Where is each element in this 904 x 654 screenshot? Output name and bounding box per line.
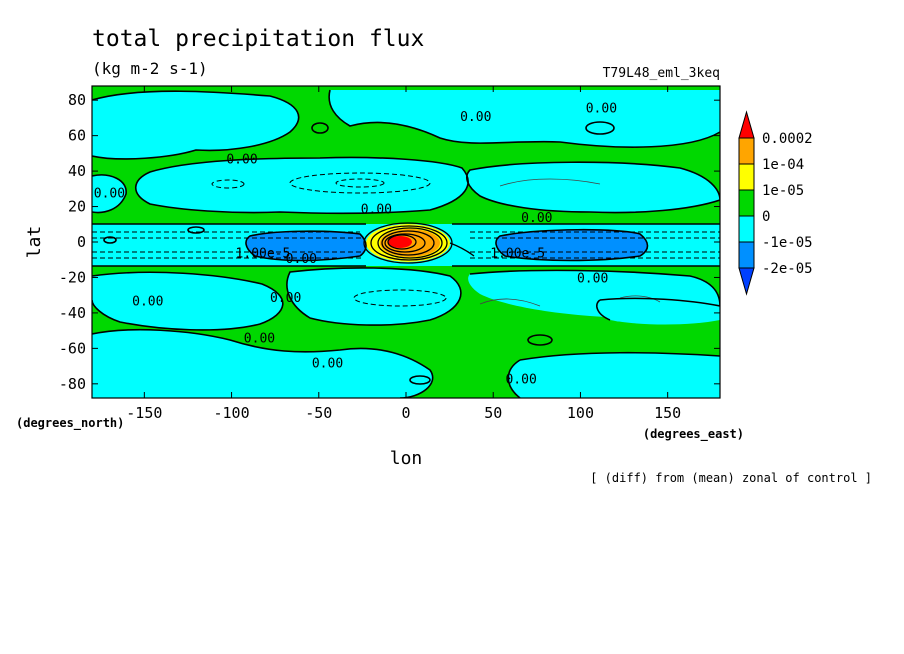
- contour-label: 0.00: [505, 373, 536, 388]
- positive-region-0.0002: [388, 236, 412, 248]
- positive-contours: [363, 222, 475, 264]
- chart-units: (kg m-2 s-1): [92, 59, 208, 78]
- negative-region: [92, 91, 299, 159]
- negative-contours: [92, 172, 720, 307]
- contour-label: 0.00: [286, 252, 317, 267]
- x-tick-label: 0: [401, 404, 410, 422]
- thin-contours: [479, 178, 661, 307]
- contour-label: 0.00: [312, 357, 343, 372]
- contour-label: 0.00: [244, 332, 275, 347]
- y-axis-label: lat: [24, 226, 45, 259]
- y-axis-units: (degrees_north): [16, 416, 124, 431]
- y-tick-label: 80: [68, 91, 86, 109]
- y-tick-label: 40: [68, 162, 86, 180]
- footnote: [ (diff) from (mean) zonal of control ]: [590, 471, 872, 485]
- legend-label: 0.0002: [762, 131, 813, 147]
- negative-region: [329, 90, 720, 148]
- legend-swatch: [738, 189, 755, 217]
- x-tick-label: -100: [213, 404, 249, 422]
- contour-labels: 0.000.000.000.000.000.001.00e-50.00 1.00e…: [94, 101, 617, 412]
- legend-swatch: [738, 215, 755, 243]
- legend-swatch: [738, 267, 755, 296]
- legend-swatch: [738, 163, 755, 191]
- negative-region: [286, 267, 461, 326]
- contour-label: 1.00e-5: [490, 247, 545, 262]
- legend-label: 1e-05: [762, 183, 804, 199]
- x-tick-label: -150: [126, 404, 162, 422]
- legend-label: 0: [762, 209, 770, 225]
- contour-label: 0.00: [94, 186, 125, 201]
- negative-region: [92, 174, 127, 213]
- strong-negative-region: [245, 231, 366, 261]
- run-label: T79L48_eml_3keq: [603, 66, 720, 81]
- legend-label: 1e-04: [762, 157, 804, 173]
- x-axis-units: (degrees_east): [643, 427, 744, 442]
- contour-label: 0.00: [521, 211, 552, 226]
- x-tick-label: 150: [654, 404, 681, 422]
- y-tick-label: 0: [77, 233, 86, 251]
- chart-title: total precipitation flux: [92, 26, 424, 52]
- x-tick-label: 100: [567, 404, 594, 422]
- negative-region: [135, 157, 469, 214]
- contour-label: 0.00: [277, 397, 308, 412]
- contour-label: 0.00: [270, 291, 301, 306]
- x-tick-label: 50: [484, 404, 502, 422]
- y-tick-label: -20: [59, 268, 86, 286]
- zero-contours: [92, 89, 720, 398]
- y-tick-label: -40: [59, 304, 86, 322]
- y-axis: 80 60 40 20 0 -20 -40 -60 -80: [59, 91, 720, 393]
- y-tick-label: 20: [68, 198, 86, 216]
- contour-label: 0.00: [460, 110, 491, 125]
- legend-swatch: [738, 110, 755, 139]
- contour-label: 0.00: [577, 271, 608, 286]
- y-tick-label: -80: [59, 375, 86, 393]
- negative-region: [92, 329, 433, 398]
- contour-label: 0.00: [132, 295, 163, 310]
- contour-label: 0.00: [226, 153, 257, 168]
- negative-region: [92, 272, 283, 330]
- negative-region: [508, 352, 720, 398]
- strong-negative-region: [495, 229, 648, 261]
- contour-label: 1.00e-5: [236, 247, 291, 262]
- negative-region: [466, 162, 720, 213]
- legend-swatch: [738, 137, 755, 165]
- legend-label: -1e-05: [762, 235, 813, 251]
- contour-field: 0.000.000.000.000.000.001.00e-50.00 1.00e…: [92, 86, 720, 412]
- x-axis: -150 -100 -50 0 50 100 150: [126, 86, 681, 422]
- y-tick-label: 60: [68, 127, 86, 145]
- contour-label: 0.00: [361, 202, 392, 217]
- y-tick-label: -60: [59, 339, 86, 357]
- x-tick-label: -50: [305, 404, 332, 422]
- negative-region: [596, 298, 720, 325]
- x-axis-label: lon: [390, 448, 423, 469]
- legend-swatch: [738, 241, 755, 269]
- legend-label: -2e-05: [762, 261, 813, 277]
- contour-label: 0.00: [586, 101, 617, 116]
- legend: 0.0002 1e-04 1e-05 0 -1e-05 -2e-05: [738, 110, 813, 296]
